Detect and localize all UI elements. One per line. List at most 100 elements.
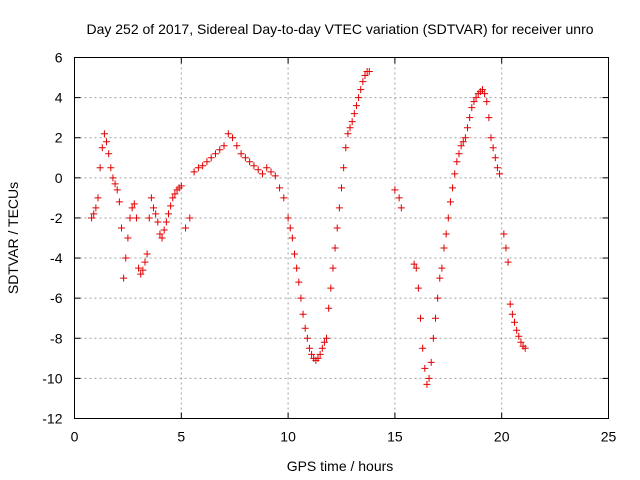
data-point: [94, 194, 102, 202]
data-point: [442, 230, 450, 238]
data-point: [344, 130, 352, 138]
data-point: [92, 204, 100, 212]
data-point: [431, 314, 439, 322]
data-point: [489, 144, 497, 152]
data-point: [122, 254, 130, 262]
data-point: [410, 260, 418, 268]
data-point: [169, 194, 177, 202]
data-point: [288, 234, 296, 242]
data-point: [412, 264, 420, 272]
data-point: [207, 154, 215, 162]
data-point: [137, 270, 145, 278]
data-point: [130, 200, 138, 208]
data-point: [511, 318, 519, 326]
data-point: [464, 124, 472, 132]
data-point: [246, 158, 254, 166]
y-tick-label: -4: [50, 250, 63, 266]
data-point: [521, 344, 529, 352]
data-point: [340, 164, 348, 172]
data-point: [120, 274, 128, 282]
data-point: [491, 154, 499, 162]
data-point: [276, 184, 284, 192]
data-point: [327, 284, 335, 292]
data-point: [233, 142, 241, 150]
data-point: [124, 234, 132, 242]
data-point: [434, 294, 442, 302]
x-tick-label: 25: [601, 429, 617, 445]
data-point: [391, 186, 399, 194]
plot-frame: [74, 57, 609, 419]
data-point: [152, 210, 160, 218]
data-point: [128, 204, 136, 212]
x-tick-label: 0: [71, 429, 79, 445]
data-point: [139, 266, 147, 274]
data-point: [438, 264, 446, 272]
y-tick-label: 0: [55, 170, 63, 186]
y-tick-label: 4: [55, 90, 63, 106]
data-point: [453, 158, 461, 166]
data-point: [303, 334, 311, 342]
data-point: [109, 174, 117, 182]
data-point: [444, 214, 452, 222]
chart-title: Day 252 of 2017, Sidereal Day-to-day VTE…: [86, 21, 593, 37]
data-point: [365, 68, 373, 76]
data-point: [271, 172, 279, 180]
data-point: [459, 138, 467, 146]
data-point: [468, 104, 476, 112]
data-point: [297, 294, 305, 302]
data-point: [241, 154, 249, 162]
data-point: [323, 334, 331, 342]
data-point: [414, 284, 422, 292]
data-point: [293, 264, 301, 272]
data-point: [348, 118, 356, 126]
data-point: [350, 110, 358, 118]
data-point: [263, 164, 271, 172]
data-point: [472, 94, 480, 102]
data-point: [346, 124, 354, 132]
data-point: [156, 230, 164, 238]
data-point: [305, 344, 313, 352]
data-point: [338, 184, 345, 192]
data-point: [190, 168, 198, 176]
data-point: [194, 164, 202, 172]
data-point: [508, 310, 516, 318]
data-point: [417, 314, 425, 322]
data-point: [105, 150, 113, 158]
data-point: [160, 226, 168, 234]
data-point: [357, 86, 365, 94]
data-point: [485, 114, 493, 122]
data-point: [258, 170, 266, 178]
data-point: [496, 170, 504, 178]
data-point: [115, 198, 123, 206]
data-point: [451, 170, 459, 178]
data-point: [331, 244, 339, 252]
data-point: [135, 264, 143, 272]
data-point: [88, 214, 96, 222]
data-point: [483, 98, 491, 106]
data-point: [154, 218, 162, 226]
data-point: [352, 102, 360, 110]
y-tick-label: -12: [42, 411, 62, 427]
data-point: [355, 94, 363, 102]
x-axis-label: GPS time / hours: [287, 458, 394, 474]
data-point: [397, 204, 405, 212]
data-point: [446, 198, 454, 206]
data-series-2: [391, 86, 529, 388]
data-point: [100, 130, 108, 138]
data-point: [333, 224, 341, 232]
y-axis-label: SDTVAR / TECUs: [5, 182, 21, 294]
data-point: [162, 218, 170, 226]
data-point: [466, 114, 474, 122]
data-point: [318, 344, 326, 352]
data-point: [421, 364, 429, 372]
data-point: [308, 350, 316, 358]
data-point: [517, 338, 525, 346]
y-tick-label: 6: [55, 50, 63, 66]
y-tick-label: 2: [55, 130, 63, 146]
data-point: [295, 278, 303, 286]
data-point: [158, 234, 166, 242]
data-point: [90, 210, 98, 218]
data-point: [96, 164, 104, 172]
data-point: [314, 354, 322, 362]
